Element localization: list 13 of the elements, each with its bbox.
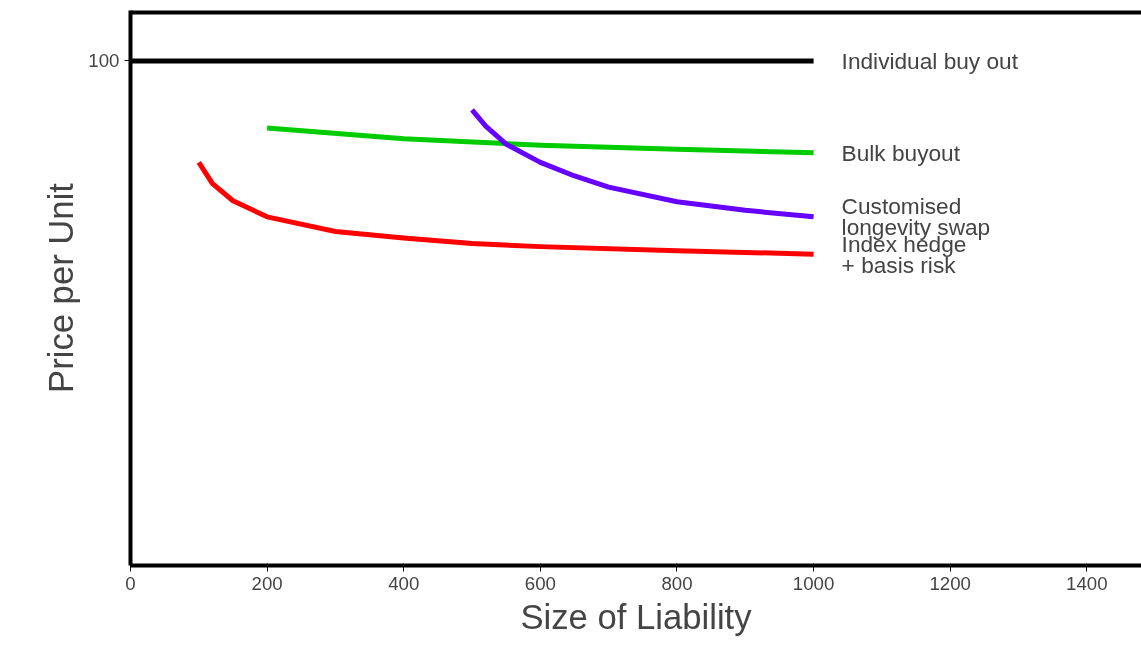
x-tick-label: 1000 [792,572,835,594]
series-label: Bulk buyout [841,139,961,166]
x-tick-label: 800 [661,572,693,594]
x-tick-label: 600 [524,572,556,594]
x-tick-label: 0 [125,572,136,594]
x-axis-title: Size of Liability [520,597,753,636]
y-axis-title: Price per Unit [42,182,81,393]
x-tick-label: 1400 [1066,572,1108,594]
x-tick-label: 200 [251,572,283,594]
series-label: Individual buy out [841,47,1019,74]
text: 100 [88,50,120,72]
x-tick-label: 400 [388,572,420,594]
x-tick-label: 1200 [929,572,971,594]
